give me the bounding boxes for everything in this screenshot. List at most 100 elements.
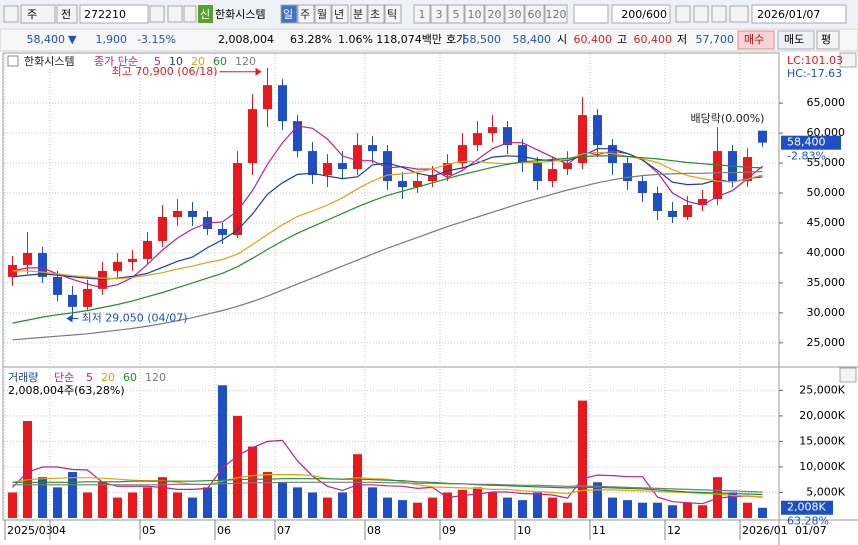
volume-bar bbox=[623, 500, 632, 518]
candle-body bbox=[638, 181, 647, 194]
period-button[interactable] bbox=[297, 4, 315, 24]
prev-button[interactable] bbox=[56, 4, 78, 24]
period-button[interactable] bbox=[384, 4, 402, 24]
sound-button[interactable] bbox=[167, 5, 183, 23]
legend-entry: 10 bbox=[169, 55, 183, 68]
candle-body bbox=[518, 145, 527, 164]
annotation: 최저 29,050 (04/07) bbox=[82, 312, 188, 325]
candle-body bbox=[308, 151, 317, 176]
legend-entry: 20 bbox=[191, 55, 205, 68]
candle-body bbox=[428, 175, 437, 182]
candle-body bbox=[143, 240, 152, 259]
ma-line bbox=[12, 151, 763, 280]
bid: 58,400 bbox=[513, 33, 552, 46]
interval-button[interactable] bbox=[484, 4, 505, 24]
period: 초 bbox=[370, 8, 380, 21]
last-price-box bbox=[781, 135, 841, 150]
candle-body bbox=[68, 294, 77, 307]
scroll-button[interactable] bbox=[839, 52, 857, 68]
volume-bar bbox=[758, 507, 767, 518]
count-input[interactable] bbox=[611, 4, 671, 24]
period-button[interactable] bbox=[280, 4, 298, 24]
price: 58,400 bbox=[27, 33, 66, 46]
period-button[interactable] bbox=[350, 4, 368, 24]
candle-body bbox=[188, 211, 197, 217]
interval-button[interactable] bbox=[524, 4, 545, 24]
candle-body bbox=[653, 193, 662, 212]
volume-bar bbox=[383, 497, 392, 518]
candle-body bbox=[323, 163, 332, 176]
code-input[interactable] bbox=[79, 4, 149, 24]
tool-button[interactable] bbox=[675, 5, 691, 23]
volume-bar bbox=[563, 502, 572, 518]
period-button[interactable] bbox=[331, 4, 349, 24]
y-tick-label: 25,000 bbox=[807, 336, 846, 349]
ask: 58,500 bbox=[463, 33, 502, 46]
tool-button[interactable] bbox=[693, 5, 709, 23]
y-tick-label: 20,000K bbox=[799, 409, 845, 422]
interval-button[interactable] bbox=[430, 4, 448, 24]
date-input[interactable] bbox=[751, 4, 847, 24]
sell-button[interactable] bbox=[777, 30, 815, 50]
interval-select[interactable] bbox=[573, 4, 609, 24]
volume-bar bbox=[398, 500, 407, 518]
candle-body bbox=[113, 261, 122, 271]
legend-entry: 5 bbox=[86, 371, 93, 384]
volume-bar bbox=[368, 487, 377, 518]
candle-body bbox=[383, 151, 392, 182]
period-button[interactable] bbox=[314, 4, 332, 24]
buy-button[interactable] bbox=[737, 30, 775, 50]
avg-button[interactable] bbox=[816, 30, 840, 50]
lc-label: LC:101.03 bbox=[787, 54, 843, 67]
volume-bar bbox=[518, 500, 527, 518]
candle-body bbox=[533, 163, 542, 182]
interval-button[interactable] bbox=[464, 4, 485, 24]
volume-bar bbox=[488, 492, 497, 518]
volume-bar bbox=[308, 492, 317, 518]
search-button[interactable] bbox=[149, 5, 165, 23]
prev: 전 bbox=[61, 8, 71, 21]
volume-bar bbox=[113, 497, 122, 518]
interval-button[interactable] bbox=[447, 4, 465, 24]
last-volume-tag: 2,008K bbox=[787, 501, 826, 514]
menu-button[interactable] bbox=[3, 5, 19, 23]
chart-button[interactable] bbox=[729, 5, 749, 23]
volume-bar bbox=[98, 482, 107, 518]
volume-bar bbox=[548, 497, 557, 518]
interval-button[interactable] bbox=[544, 4, 568, 24]
y-tick-label: 45,000 bbox=[807, 216, 846, 229]
interval-button[interactable] bbox=[504, 4, 525, 24]
y-tick-label: 10,000K bbox=[799, 460, 845, 473]
period-button[interactable] bbox=[367, 4, 385, 24]
volume-bar bbox=[638, 502, 647, 518]
interval: 10 bbox=[468, 8, 482, 21]
candle-body bbox=[278, 85, 287, 122]
legend-entry: 20 bbox=[101, 371, 115, 384]
rate: -3.15% bbox=[137, 33, 176, 46]
period: 틱 bbox=[387, 8, 397, 21]
sell: 매도 bbox=[784, 33, 804, 46]
y-tick-label: 15,000K bbox=[799, 434, 845, 447]
volume-bar bbox=[683, 502, 692, 518]
high: 60,400 bbox=[634, 33, 673, 46]
market-select[interactable] bbox=[20, 4, 56, 24]
volume: 2,008,004 bbox=[218, 33, 274, 46]
annotation: 배당락(0.00%) bbox=[691, 112, 765, 125]
plot-frame bbox=[2, 52, 780, 521]
scroll-button[interactable] bbox=[839, 367, 857, 383]
candle-body bbox=[158, 216, 167, 241]
annotation-arrowhead bbox=[255, 67, 262, 76]
volume-bar bbox=[458, 489, 467, 518]
save-button[interactable] bbox=[711, 5, 727, 23]
last-change-tag: -2.83% bbox=[787, 150, 826, 163]
x-tick-label: 2026/01 bbox=[742, 524, 788, 537]
pane-menu[interactable] bbox=[7, 55, 19, 67]
interval-button[interactable] bbox=[413, 4, 431, 24]
candle-body bbox=[548, 169, 557, 182]
volume-bar bbox=[8, 492, 17, 518]
interval: 120 bbox=[546, 8, 567, 21]
candle-body bbox=[668, 211, 677, 217]
option-button[interactable] bbox=[183, 5, 197, 23]
last-volume-change: 63.28% bbox=[787, 515, 829, 528]
legend-entry: 120 bbox=[235, 55, 256, 68]
